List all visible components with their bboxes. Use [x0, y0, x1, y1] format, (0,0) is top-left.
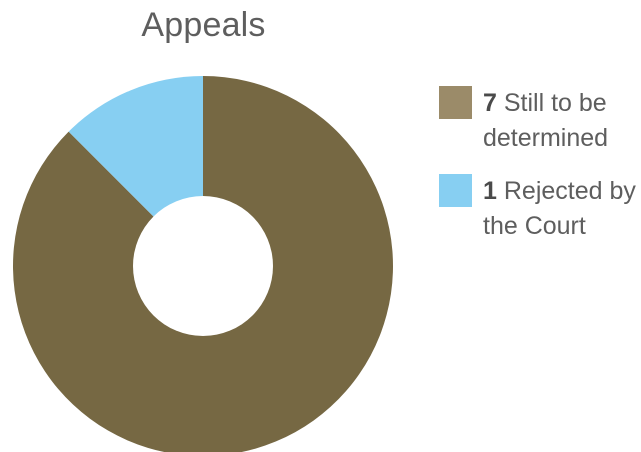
legend-label: Rejected by the Court: [483, 177, 636, 240]
legend-label: Still to be determined: [483, 89, 609, 152]
legend-item-still-to-be-determined: 7 Still to be determined: [439, 86, 639, 156]
donut-chart: [13, 76, 394, 452]
legend-swatch-still-to-be-determined: [439, 86, 472, 119]
chart-title: Appeals: [141, 6, 266, 44]
legend: 7 Still to be determined 1 Rejected by t…: [439, 86, 639, 262]
legend-value: 1: [483, 177, 504, 205]
legend-item-rejected-by-the-court: 1 Rejected by the Court: [439, 174, 639, 244]
legend-value: 7: [483, 89, 504, 117]
donut-hole: [133, 196, 273, 336]
legend-swatch-rejected-by-the-court: [439, 174, 472, 207]
